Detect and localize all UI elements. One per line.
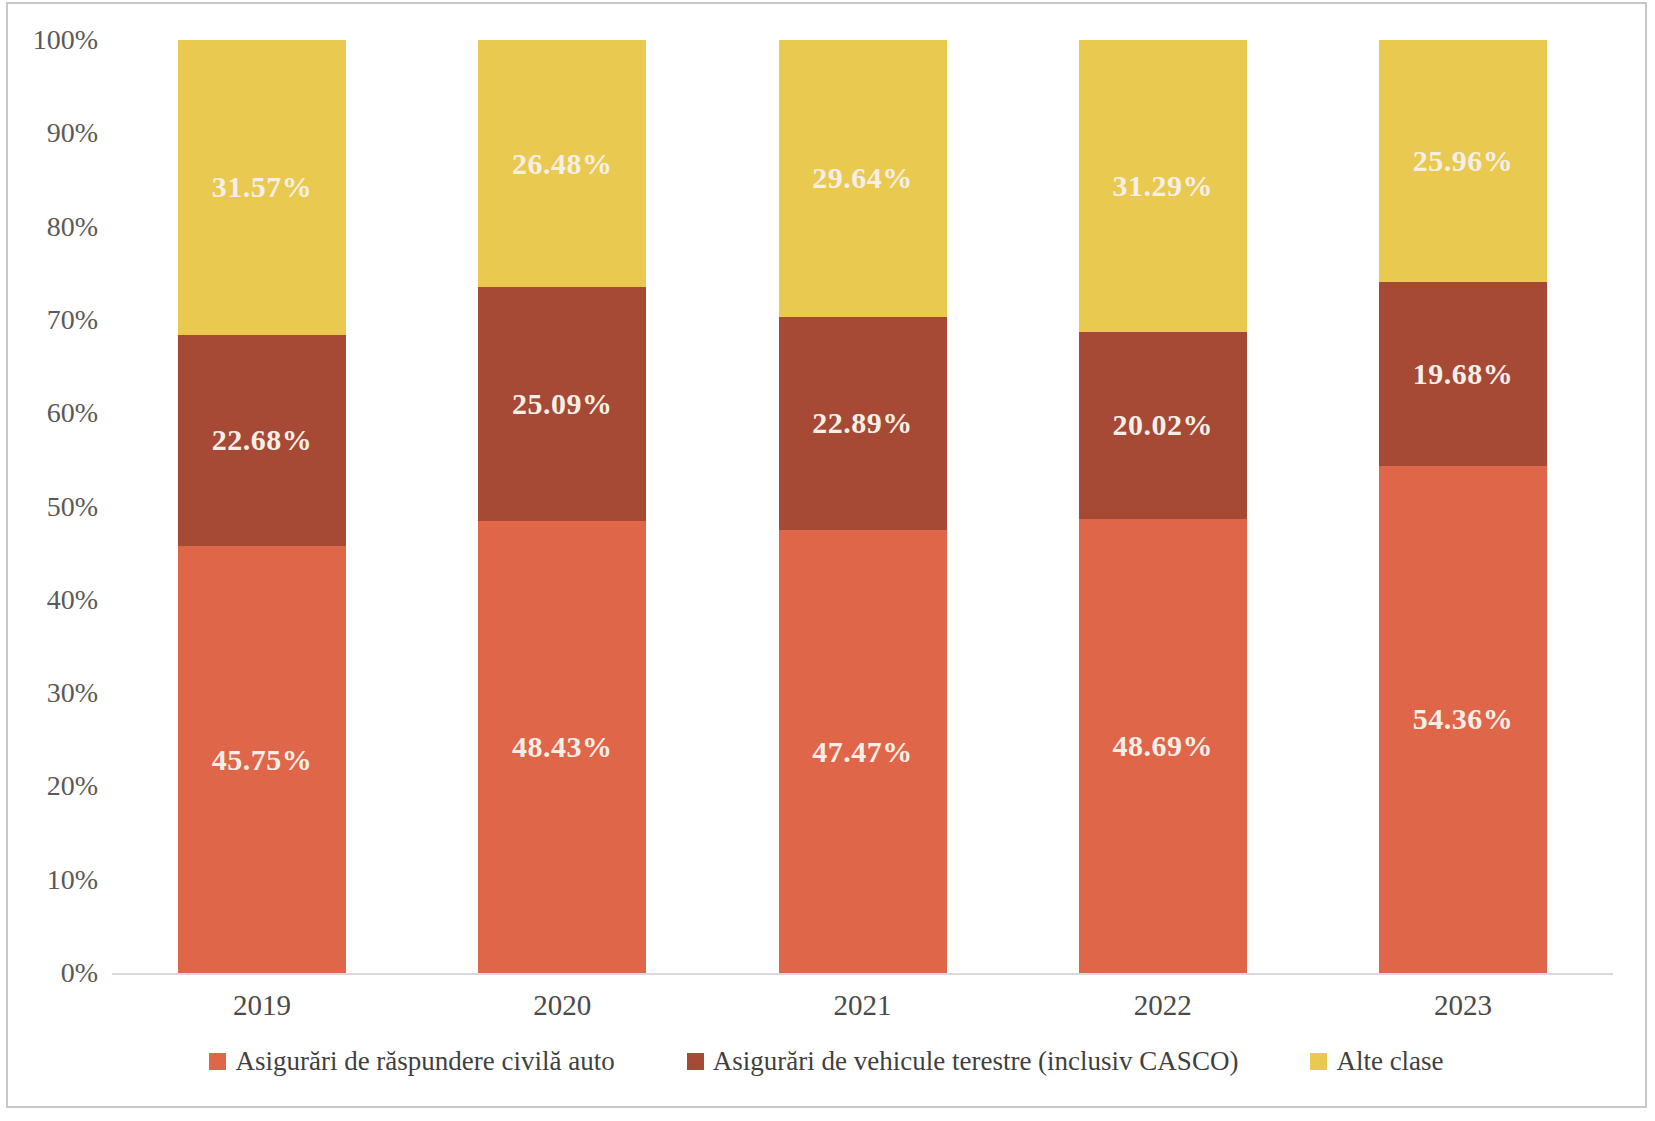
legend-item: Asigurări de vehicule terestre (inclusiv…: [687, 1046, 1239, 1077]
data-label: 29.64%: [812, 161, 913, 195]
data-label: 22.68%: [212, 423, 313, 457]
bar-segment: 25.96%: [1379, 40, 1547, 282]
legend-swatch-icon: [209, 1053, 226, 1070]
y-axis-tick-label: 70%: [16, 306, 98, 334]
legend-item: Alte clase: [1310, 1046, 1443, 1077]
bar-segment: 25.09%: [478, 287, 646, 521]
data-label: 20.02%: [1112, 408, 1213, 442]
bar-slot: 45.75% 22.68% 31.57%: [112, 40, 412, 973]
data-label: 31.57%: [212, 170, 313, 204]
legend-item: Asigurări de răspundere civilă auto: [209, 1046, 614, 1077]
stacked-bar-2020: 48.43% 25.09% 26.48%: [478, 40, 646, 973]
y-axis-tick-label: 10%: [16, 866, 98, 894]
bar-segment: 31.57%: [178, 40, 346, 335]
bar-segment: 19.68%: [1379, 282, 1547, 466]
legend-swatch-icon: [1310, 1053, 1327, 1070]
bar-slot: 48.43% 25.09% 26.48%: [412, 40, 712, 973]
data-label: 19.68%: [1413, 357, 1514, 391]
legend-label: Alte clase: [1336, 1046, 1443, 1077]
bar-slot: 48.69% 20.02% 31.29%: [1013, 40, 1313, 973]
data-label: 48.43%: [512, 730, 613, 764]
chart-frame: 0% 10% 20% 30% 40% 50% 60% 70% 80% 90% 100% 45.75%…: [6, 2, 1647, 1108]
data-label: 31.29%: [1112, 169, 1213, 203]
x-axis-category-label: 2022: [1013, 989, 1313, 1022]
bar-segment: 20.02%: [1079, 332, 1247, 519]
y-axis-tick-label: 20%: [16, 772, 98, 800]
data-label: 25.96%: [1413, 144, 1514, 178]
x-axis-category-label: 2019: [112, 989, 412, 1022]
y-axis-tick-label: 50%: [16, 493, 98, 521]
bar-segment: 48.43%: [478, 521, 646, 973]
plot-area: 45.75% 22.68% 31.57% 48.43% 25.09% 26.48% 47.4…: [112, 40, 1613, 975]
x-axis: 20192020202120222023: [112, 989, 1613, 1022]
legend-label: Asigurări de vehicule terestre (inclusiv…: [713, 1046, 1239, 1077]
data-label: 54.36%: [1413, 702, 1514, 736]
y-axis-tick-label: 60%: [16, 399, 98, 427]
bar-segment: 29.64%: [779, 40, 947, 317]
stacked-bar-2022: 48.69% 20.02% 31.29%: [1079, 40, 1247, 973]
data-label: 48.69%: [1112, 729, 1213, 763]
bar-slot: 54.36% 19.68% 25.96%: [1313, 40, 1613, 973]
legend: Asigurări de răspundere civilă auto Asigu…: [8, 1046, 1645, 1077]
bar-segment: 45.75%: [178, 546, 346, 973]
legend-swatch-icon: [687, 1053, 704, 1070]
y-axis-tick-label: 80%: [16, 213, 98, 241]
data-label: 25.09%: [512, 387, 613, 421]
y-axis-tick-label: 30%: [16, 679, 98, 707]
stacked-bar-2021: 47.47% 22.89% 29.64%: [779, 40, 947, 973]
bar-segment: 22.68%: [178, 335, 346, 547]
y-axis-tick-label: 40%: [16, 586, 98, 614]
bar-segment: 54.36%: [1379, 466, 1547, 973]
y-axis-tick-label: 100%: [16, 26, 98, 54]
stacked-bar-2019: 45.75% 22.68% 31.57%: [178, 40, 346, 973]
y-axis-tick-label: 0%: [16, 959, 98, 987]
bar-segment: 26.48%: [478, 40, 646, 287]
data-label: 47.47%: [812, 735, 913, 769]
bar-segment: 31.29%: [1079, 40, 1247, 332]
data-label: 26.48%: [512, 147, 613, 181]
bar-segment: 48.69%: [1079, 519, 1247, 973]
bar-segment: 22.89%: [779, 317, 947, 531]
data-label: 45.75%: [212, 743, 313, 777]
data-label: 22.89%: [812, 406, 913, 440]
stacked-bar-2023: 54.36% 19.68% 25.96%: [1379, 40, 1547, 973]
bar-slot: 47.47% 22.89% 29.64%: [712, 40, 1012, 973]
x-axis-category-label: 2023: [1313, 989, 1613, 1022]
bar-segment: 47.47%: [779, 530, 947, 973]
x-axis-category-label: 2020: [412, 989, 712, 1022]
y-axis-tick-label: 90%: [16, 119, 98, 147]
legend-label: Asigurări de răspundere civilă auto: [235, 1046, 614, 1077]
x-axis-category-label: 2021: [712, 989, 1012, 1022]
